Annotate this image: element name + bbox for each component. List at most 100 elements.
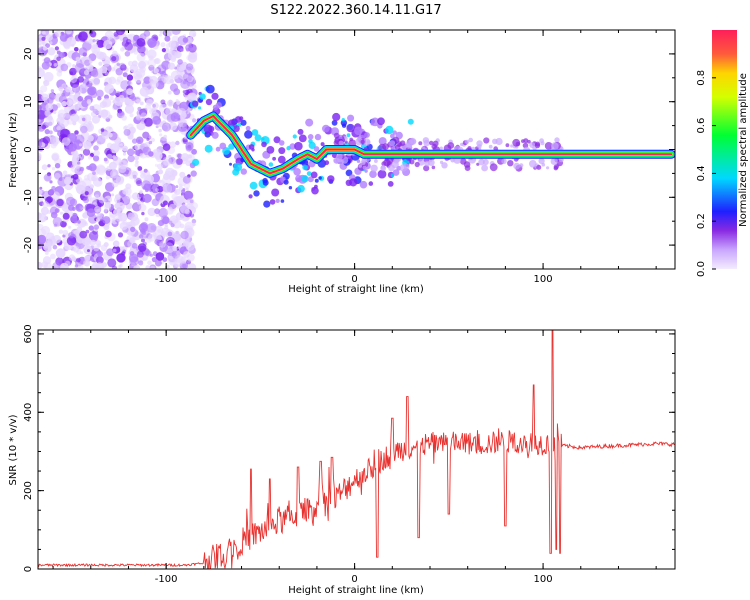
noise-blob bbox=[98, 196, 106, 204]
noise-blob bbox=[51, 153, 59, 161]
noise-blob bbox=[88, 163, 97, 172]
spectral-blob bbox=[332, 112, 341, 122]
noise-blob bbox=[157, 163, 164, 170]
spectral-blob bbox=[359, 180, 368, 189]
noise-blob bbox=[55, 248, 66, 259]
noise-blob bbox=[106, 248, 114, 257]
spectral-blob bbox=[198, 106, 202, 110]
noise-blob bbox=[52, 235, 62, 244]
spectral-blob bbox=[336, 153, 343, 160]
spectral-blob bbox=[327, 175, 335, 183]
bottom-x-axis-label: Height of straight line (km) bbox=[288, 585, 424, 596]
noise-blob bbox=[161, 74, 169, 83]
spectral-blob bbox=[227, 119, 236, 127]
noise-blob bbox=[158, 199, 163, 204]
noise-blob bbox=[62, 212, 70, 220]
noise-blob bbox=[66, 196, 76, 206]
noise-blob bbox=[38, 118, 41, 123]
spectral-blob bbox=[289, 143, 296, 150]
x-tick-label: -100 bbox=[155, 574, 178, 585]
spectral-blob bbox=[407, 118, 414, 125]
noise-blob bbox=[158, 128, 162, 133]
spectral-blob bbox=[268, 162, 274, 167]
noise-blob bbox=[76, 257, 81, 263]
noise-blob bbox=[71, 84, 81, 93]
noise-blob bbox=[126, 194, 132, 200]
spectral-blob bbox=[541, 162, 546, 167]
noise-blob bbox=[44, 116, 55, 127]
noise-blob bbox=[83, 69, 90, 76]
noise-blob bbox=[184, 221, 194, 231]
noise-blob bbox=[79, 143, 83, 147]
noise-blob bbox=[93, 155, 100, 162]
spectral-blob bbox=[380, 165, 386, 170]
noise-blob bbox=[146, 137, 150, 141]
spectral-blob bbox=[308, 139, 313, 144]
noise-blob bbox=[56, 198, 64, 207]
spectral-blob bbox=[205, 84, 215, 94]
noise-blob bbox=[126, 88, 133, 95]
noise-blob bbox=[185, 187, 189, 191]
noise-blob bbox=[112, 248, 117, 253]
spectral-blob bbox=[477, 144, 482, 149]
spectral-blob bbox=[345, 169, 353, 177]
spectral-blob bbox=[301, 175, 309, 183]
noise-blob bbox=[179, 204, 190, 214]
noise-blob bbox=[41, 164, 48, 171]
spectral-blob bbox=[369, 170, 377, 178]
noise-blob bbox=[127, 155, 135, 163]
spectral-blob bbox=[505, 143, 510, 148]
noise-blob bbox=[178, 186, 184, 191]
noise-blob bbox=[60, 63, 69, 72]
noise-blob bbox=[189, 199, 194, 204]
noise-blob bbox=[103, 209, 108, 213]
noise-blob bbox=[167, 231, 173, 237]
noise-blob bbox=[61, 101, 67, 107]
noise-blob bbox=[161, 48, 166, 53]
noise-blob bbox=[91, 264, 98, 269]
noise-blob bbox=[83, 121, 91, 130]
noise-blob bbox=[128, 170, 138, 180]
spectral-blob bbox=[272, 156, 276, 161]
spectral-blob bbox=[507, 160, 514, 167]
spectral-blob bbox=[212, 104, 219, 111]
spectral-blob bbox=[521, 139, 525, 144]
spectral-blob bbox=[441, 162, 448, 169]
noise-blob bbox=[47, 164, 51, 168]
noise-blob bbox=[91, 43, 99, 50]
noise-blob bbox=[117, 108, 123, 114]
noise-blob bbox=[74, 134, 85, 145]
spectral-blob bbox=[355, 137, 363, 146]
noise-blob bbox=[92, 39, 96, 43]
noise-blob bbox=[42, 46, 48, 51]
noise-blob bbox=[115, 91, 121, 96]
noise-blob bbox=[83, 197, 89, 204]
spectral-blob bbox=[346, 133, 351, 138]
spectral-blob bbox=[510, 144, 514, 148]
spectral-blob bbox=[233, 162, 243, 172]
spectral-blob bbox=[311, 186, 319, 195]
spectral-blob bbox=[546, 166, 550, 170]
spectral-blob bbox=[232, 125, 240, 133]
noise-blob bbox=[78, 31, 88, 41]
spectral-blob bbox=[275, 198, 280, 203]
noise-blob bbox=[127, 212, 135, 220]
noise-blob bbox=[88, 65, 93, 70]
noise-blob bbox=[107, 203, 111, 207]
noise-blob bbox=[168, 157, 174, 163]
noise-blob bbox=[145, 265, 151, 269]
spectral-blob bbox=[205, 98, 213, 106]
noise-blob bbox=[61, 83, 67, 89]
colorbar: 0.0 0.2 0.4 0.6 0.8 Normalized spectral ampl… bbox=[696, 30, 749, 277]
noise-blob bbox=[56, 56, 61, 62]
noise-blob bbox=[130, 226, 136, 233]
noise-blob bbox=[134, 74, 144, 83]
colorbar-tick-label: 0.2 bbox=[696, 213, 707, 229]
noise-blob bbox=[118, 164, 127, 173]
noise-blob bbox=[42, 200, 50, 208]
noise-blob bbox=[153, 68, 159, 74]
noise-blob bbox=[164, 224, 168, 227]
y-tick-label: 0 bbox=[23, 566, 34, 572]
noise-blob bbox=[89, 239, 96, 246]
noise-blob bbox=[136, 180, 143, 187]
